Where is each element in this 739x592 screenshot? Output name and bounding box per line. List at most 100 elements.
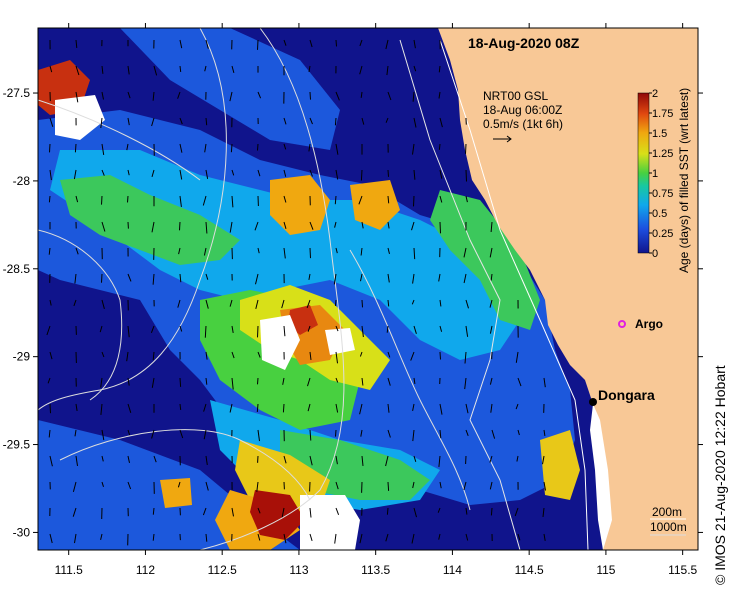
current-vector	[465, 299, 469, 309]
current-vector	[439, 481, 442, 489]
current-vector	[283, 39, 287, 46]
current-vector	[202, 507, 207, 516]
current-vector	[308, 273, 311, 280]
argo-icon	[618, 320, 626, 328]
current-vector	[230, 143, 233, 153]
current-vector	[309, 533, 313, 542]
current-vector	[439, 221, 441, 234]
current-vector	[489, 455, 493, 463]
current-vector	[387, 403, 390, 413]
current-vector	[204, 65, 207, 72]
current-vector	[517, 533, 521, 541]
current-vector	[464, 377, 467, 390]
current-vector	[281, 507, 285, 518]
current-vector	[412, 91, 415, 102]
current-info-line3: 0.5m/s (1kt 6h)	[483, 117, 563, 131]
current-vector	[360, 91, 363, 98]
current-vector	[254, 221, 259, 231]
current-vector	[74, 273, 77, 284]
current-vector	[49, 65, 53, 73]
current-vector	[439, 169, 443, 179]
current-vector	[179, 117, 183, 125]
current-vector	[48, 195, 51, 203]
current-vector	[101, 195, 103, 205]
current-vector	[127, 325, 130, 338]
current-vector	[463, 247, 467, 258]
current-vector	[387, 351, 391, 358]
bathymetry-contour-1000m	[399, 39, 521, 550]
current-vector	[309, 221, 314, 230]
current-vector	[205, 39, 209, 49]
current-vector	[231, 169, 235, 176]
current-vector	[283, 117, 287, 125]
current-vector	[281, 299, 285, 309]
current-vector	[309, 39, 313, 48]
current-vector	[257, 507, 261, 514]
current-vector	[309, 117, 313, 125]
current-info-line1: NRT00 GSL	[483, 89, 548, 103]
current-vector	[205, 299, 209, 309]
current-vector	[308, 65, 311, 72]
current-vector	[413, 65, 417, 72]
bathymetry-contour-deep-2	[199, 28, 345, 550]
colorbar-label: 0	[652, 248, 658, 260]
current-vector	[203, 403, 207, 412]
current-vector	[361, 325, 364, 338]
current-vector	[127, 455, 130, 464]
missing-data-white-c	[260, 315, 300, 370]
current-vector	[386, 507, 389, 515]
current-vector	[412, 403, 415, 411]
argo-float-marker	[618, 320, 626, 328]
current-vector	[101, 169, 105, 176]
coast-white-fringe	[590, 404, 612, 550]
current-vector	[204, 143, 207, 153]
current-vector	[489, 247, 493, 258]
current-vector	[101, 273, 103, 283]
current-vector	[72, 507, 77, 517]
current-vector	[412, 143, 415, 155]
current-vector	[335, 39, 337, 47]
current-vector	[257, 247, 260, 254]
current-scale-arrow-icon	[493, 135, 512, 143]
current-vector	[205, 533, 208, 542]
current-vector	[101, 429, 105, 441]
current-vector	[204, 325, 207, 338]
current-vector	[543, 429, 546, 436]
current-vector	[385, 117, 389, 123]
current-vector	[413, 169, 416, 180]
lon-tick-label: 115.5	[668, 563, 697, 577]
current-vector	[152, 91, 155, 101]
current-vector	[360, 429, 363, 437]
current-vector	[127, 117, 130, 126]
current-vector	[179, 377, 182, 387]
current-vector	[202, 195, 207, 206]
current-vector	[205, 377, 208, 385]
current-vector	[48, 429, 51, 438]
lat-tick-label: -27.5	[3, 86, 31, 100]
current-vector	[231, 65, 235, 74]
current-vector	[231, 507, 234, 517]
land-australia	[438, 28, 698, 550]
bathymetry-contour-deep-6	[349, 249, 471, 511]
current-vector	[439, 195, 443, 203]
sst-region-orange-far-s	[160, 478, 192, 508]
current-vector	[438, 65, 441, 73]
current-vector	[489, 377, 493, 385]
current-vector	[75, 39, 78, 48]
current-vector	[387, 273, 390, 283]
current-vector	[179, 429, 184, 439]
current-vector	[359, 65, 363, 75]
current-vector	[100, 533, 103, 541]
current-vector	[283, 325, 286, 337]
current-vector	[127, 377, 130, 386]
current-vector	[101, 221, 106, 232]
current-vector	[517, 429, 520, 436]
current-vector	[361, 117, 365, 125]
current-vector	[151, 377, 155, 388]
lon-tick-label: 113.5	[361, 563, 390, 577]
current-vector	[335, 169, 339, 180]
current-vector	[205, 117, 208, 126]
current-info-line2: 18-Aug 06:00Z	[483, 103, 562, 117]
colorbar-label: 1.75	[652, 108, 673, 120]
current-vector	[49, 117, 54, 127]
